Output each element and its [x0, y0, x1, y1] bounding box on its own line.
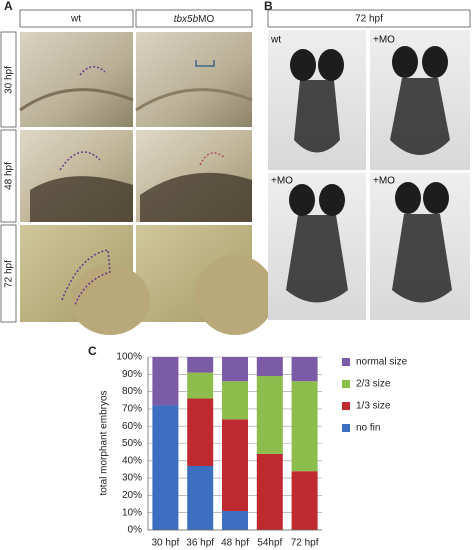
bar-segment — [291, 471, 318, 530]
photo — [136, 32, 252, 127]
y-tick-label: 10% — [122, 507, 142, 518]
y-tick-label: 0% — [128, 525, 143, 536]
chart: C total morphant embryos 0% 10% 20% 30% 40% 5… — [88, 344, 408, 548]
x-tick-label: 54hpf — [257, 538, 282, 549]
legend-label: no fin — [356, 423, 380, 434]
col-header-box — [19, 9, 134, 28]
bar-segment — [222, 419, 248, 511]
bar-segment — [222, 357, 248, 382]
header-box — [267, 9, 471, 28]
image-label: +MO — [373, 35, 395, 46]
col-header: wt — [70, 14, 81, 25]
col-header-plain: MO — [198, 14, 214, 25]
bar-segment — [256, 357, 283, 377]
bar-segment — [187, 372, 214, 399]
bar-segment — [256, 453, 283, 530]
legend-label: 1/3 size — [356, 401, 391, 412]
panel-label: B — [264, 0, 273, 13]
y-tick-label: 90% — [122, 369, 142, 380]
row-label: 48 hpf — [4, 162, 15, 190]
image-label: +MO — [373, 176, 395, 187]
bar-segment — [222, 381, 248, 420]
photo-grid — [19, 32, 275, 335]
y-tick-label: 100% — [116, 352, 142, 363]
x-tick-label: 36 hpf — [186, 538, 214, 549]
y-tick-label: 40% — [122, 455, 142, 466]
x-tick-label: 48 hpf — [221, 538, 249, 549]
y-tick-label: 80% — [122, 386, 142, 397]
y-axis-label: total morphant embryos — [99, 390, 110, 495]
legend-swatch — [342, 380, 350, 388]
image-label: +MO — [271, 176, 293, 187]
panel-header: 72 hpf — [355, 14, 383, 25]
bar-segment — [222, 510, 248, 530]
col-header: tbx5bMO — [174, 14, 215, 25]
panel-label: C — [88, 344, 97, 358]
bar-segment — [187, 465, 214, 530]
col-header-box — [135, 9, 253, 28]
photo-grid — [268, 30, 470, 320]
bar-segment — [291, 357, 318, 382]
y-tick-label: 20% — [122, 490, 142, 501]
bar-segment — [187, 398, 214, 466]
image-label: wt — [270, 35, 281, 46]
x-tick-label: 72 hpf — [291, 538, 319, 549]
row-label: 30 hpf — [4, 66, 15, 94]
row-label: 72 hpf — [4, 260, 15, 288]
y-tick-label: 70% — [122, 404, 142, 415]
bar-segment — [291, 381, 318, 472]
col-header-italic: tbx5b — [174, 14, 199, 25]
row-label-box — [0, 31, 17, 128]
legend-label: 2/3 size — [356, 379, 391, 390]
photo — [20, 32, 133, 127]
legend-swatch — [342, 402, 350, 410]
panel-label: A — [4, 0, 13, 13]
legend-label: normal size — [356, 357, 408, 368]
row-label-box — [0, 224, 17, 323]
legend-swatch — [342, 358, 350, 366]
y-tick-label: 30% — [122, 473, 142, 484]
y-tick-label: 50% — [122, 438, 142, 449]
bar-segment — [187, 357, 214, 373]
bar-segment — [256, 376, 283, 454]
y-tick-label: 60% — [122, 421, 142, 432]
legend-swatch — [342, 424, 350, 432]
bar-segment — [152, 405, 179, 530]
x-tick-label: 30 hpf — [151, 538, 179, 549]
row-label-box — [0, 129, 17, 223]
bar-segment — [152, 357, 179, 406]
